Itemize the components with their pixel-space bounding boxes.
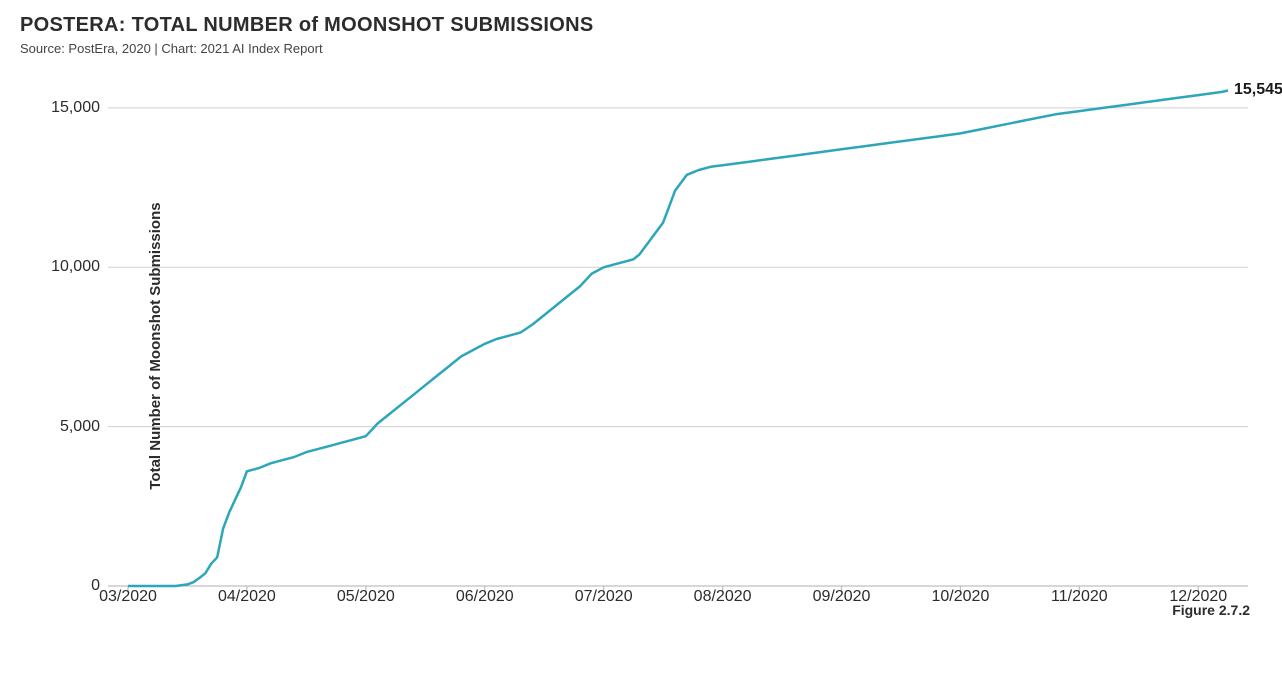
data-series-line xyxy=(128,91,1228,587)
x-tick-label: 12/2020 xyxy=(1169,588,1227,606)
x-tick-label: 04/2020 xyxy=(218,588,276,606)
x-tick-label: 03/2020 xyxy=(99,588,157,606)
line-chart-svg xyxy=(108,76,1248,586)
x-tick-label: 06/2020 xyxy=(456,588,514,606)
plot-region xyxy=(108,76,1248,586)
x-tick-label: 10/2020 xyxy=(932,588,990,606)
y-tick-label: 10,000 xyxy=(30,258,100,276)
series-end-label: 15,545 xyxy=(1234,81,1282,99)
y-tick-label: 5,000 xyxy=(30,418,100,436)
x-tick-label: 07/2020 xyxy=(575,588,633,606)
x-tick-label: 09/2020 xyxy=(813,588,871,606)
chart-area: Total Number of Moonshot Submissions Fig… xyxy=(18,66,1264,626)
x-tick-label: 11/2020 xyxy=(1051,588,1108,606)
y-tick-label: 15,000 xyxy=(30,99,100,117)
x-tick-label: 08/2020 xyxy=(694,588,752,606)
chart-title: POSTERA: TOTAL NUMBER of MOONSHOT SUBMIS… xyxy=(20,14,1264,37)
y-tick-label: 0 xyxy=(30,577,100,595)
x-tick-label: 05/2020 xyxy=(337,588,395,606)
chart-container: POSTERA: TOTAL NUMBER of MOONSHOT SUBMIS… xyxy=(0,0,1282,678)
chart-subtitle: Source: PostEra, 2020 | Chart: 2021 AI I… xyxy=(20,41,1264,56)
